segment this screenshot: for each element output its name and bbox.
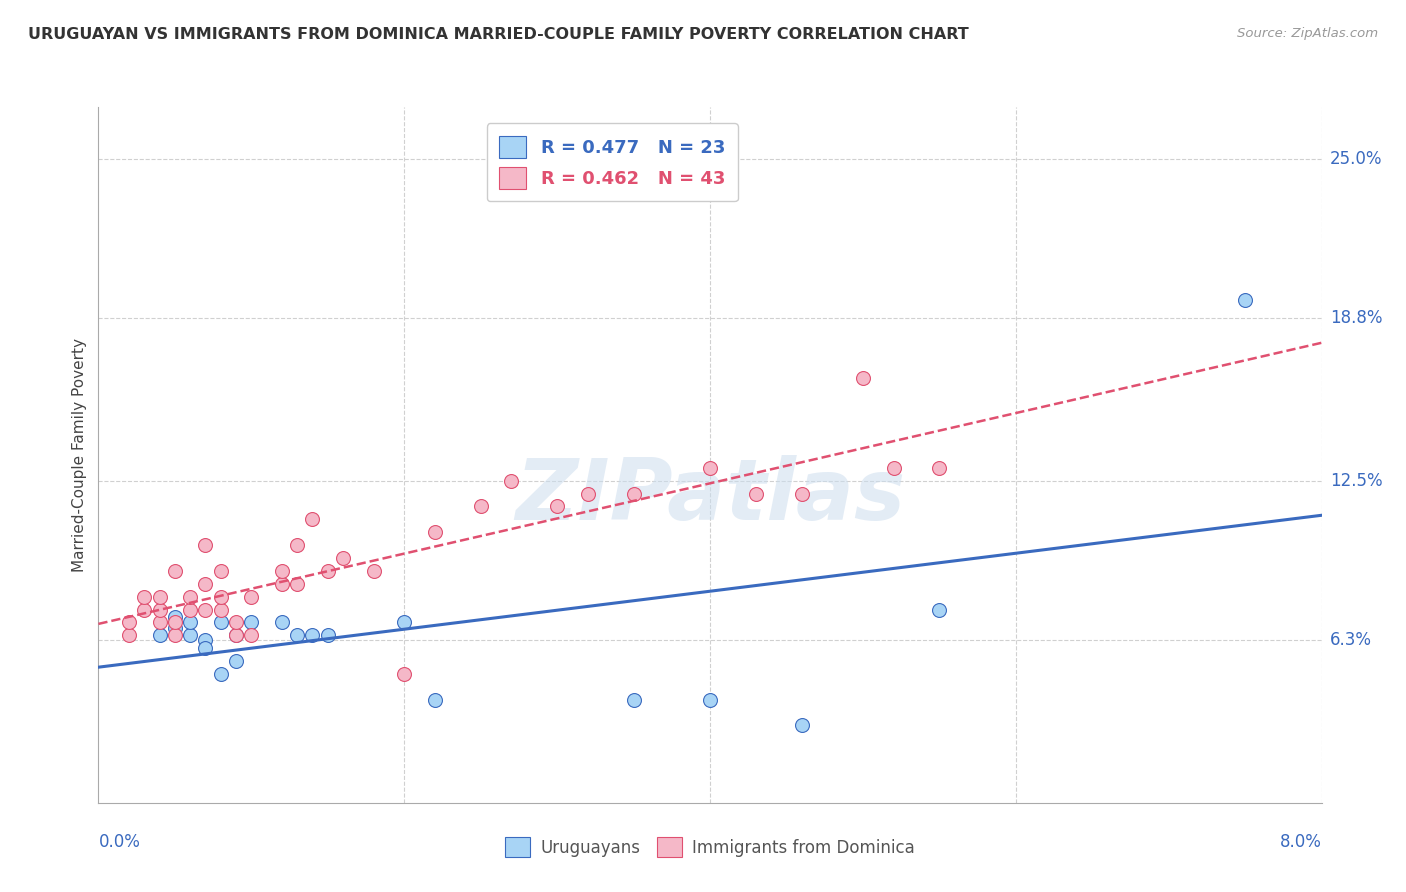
Point	[225, 654, 247, 668]
Point	[301, 512, 323, 526]
Point	[316, 628, 339, 642]
Point	[179, 615, 201, 630]
Point	[179, 628, 201, 642]
Point	[118, 615, 141, 630]
Point	[623, 486, 645, 500]
Point	[623, 692, 645, 706]
Point	[501, 474, 523, 488]
Point	[179, 590, 201, 604]
Point	[149, 628, 172, 642]
Point	[316, 564, 339, 578]
Point	[285, 628, 308, 642]
Point	[928, 602, 950, 616]
Text: Source: ZipAtlas.com: Source: ZipAtlas.com	[1237, 27, 1378, 40]
Point	[149, 615, 172, 630]
Point	[301, 628, 323, 642]
Point	[149, 602, 172, 616]
Point	[118, 628, 141, 642]
Point	[225, 628, 247, 642]
Point	[163, 628, 186, 642]
Point	[209, 602, 232, 616]
Point	[270, 564, 294, 578]
Point	[179, 602, 201, 616]
Point	[134, 602, 156, 616]
Text: URUGUAYAN VS IMMIGRANTS FROM DOMINICA MARRIED-COUPLE FAMILY POVERTY CORRELATION : URUGUAYAN VS IMMIGRANTS FROM DOMINICA MA…	[28, 27, 969, 42]
Point	[163, 615, 186, 630]
Text: 18.8%: 18.8%	[1330, 310, 1382, 327]
Point	[209, 590, 232, 604]
Point	[163, 621, 186, 635]
Point	[194, 641, 217, 656]
Point	[225, 628, 247, 642]
Point	[240, 615, 263, 630]
Point	[163, 564, 186, 578]
Point	[225, 615, 247, 630]
Point	[576, 486, 599, 500]
Point	[392, 615, 416, 630]
Point	[745, 486, 768, 500]
Point	[163, 610, 186, 624]
Point	[883, 460, 905, 475]
Point	[194, 576, 217, 591]
Text: 12.5%: 12.5%	[1330, 472, 1382, 490]
Y-axis label: Married-Couple Family Poverty: Married-Couple Family Poverty	[72, 338, 87, 572]
Point	[1234, 293, 1257, 308]
Point	[270, 615, 294, 630]
Point	[363, 564, 385, 578]
Text: 8.0%: 8.0%	[1279, 833, 1322, 851]
Point	[285, 576, 308, 591]
Point	[209, 667, 232, 681]
Point	[285, 538, 308, 552]
Point	[423, 525, 446, 540]
Point	[392, 667, 416, 681]
Point	[240, 590, 263, 604]
Text: 0.0%: 0.0%	[98, 833, 141, 851]
Point	[194, 538, 217, 552]
Point	[790, 486, 813, 500]
Point	[332, 551, 354, 566]
Point	[194, 633, 217, 648]
Point	[270, 576, 294, 591]
Point	[546, 500, 568, 514]
Point	[699, 460, 721, 475]
Point	[240, 628, 263, 642]
Point	[209, 564, 232, 578]
Text: 25.0%: 25.0%	[1330, 150, 1382, 168]
Point	[149, 590, 172, 604]
Point	[928, 460, 950, 475]
Point	[423, 692, 446, 706]
Point	[699, 692, 721, 706]
Text: 6.3%: 6.3%	[1330, 632, 1372, 649]
Point	[194, 602, 217, 616]
Point	[790, 718, 813, 732]
Text: ZIPatlas: ZIPatlas	[515, 455, 905, 538]
Legend: Uruguayans, Immigrants from Dominica: Uruguayans, Immigrants from Dominica	[499, 830, 921, 864]
Point	[852, 370, 875, 384]
Point	[209, 615, 232, 630]
Point	[470, 500, 492, 514]
Point	[134, 590, 156, 604]
